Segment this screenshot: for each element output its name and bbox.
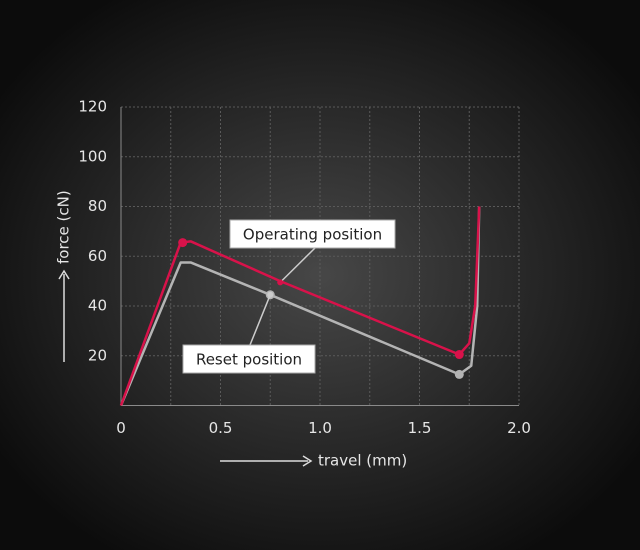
annotation-box — [182, 344, 316, 374]
x-tick-label: 0 — [116, 419, 126, 437]
y-axis-label: force (cN) — [55, 190, 73, 264]
y-tick-label: 40 — [88, 297, 107, 315]
x-tick-label: 2.0 — [507, 419, 531, 437]
marker — [454, 369, 464, 379]
marker — [178, 238, 188, 248]
y-tick-label: 60 — [88, 247, 107, 265]
x-tick-label: 0.5 — [209, 419, 233, 437]
y-tick-label: 100 — [78, 147, 107, 165]
line — [119, 206, 481, 406]
y-tick-label: 20 — [88, 346, 107, 364]
y-tick-label: 120 — [78, 98, 107, 116]
y-arrow-head — [58, 269, 70, 280]
x-arrow-head — [302, 455, 313, 467]
y-axis-label-group: force (cN) — [55, 190, 73, 362]
annotation-point — [277, 279, 284, 286]
x-axis-label: travel (mm) — [318, 452, 407, 470]
leader-line — [279, 247, 316, 283]
annotation: Operating position — [243, 226, 382, 244]
x-tick-label: 1.5 — [408, 419, 432, 437]
annotation: Reset position — [196, 351, 302, 369]
leader-line — [249, 294, 271, 346]
x-tick-label: 1.0 — [308, 419, 332, 437]
marker — [454, 350, 464, 360]
y-tick-label: 80 — [88, 197, 107, 215]
annotation-point — [267, 291, 274, 298]
annotation-box — [229, 219, 396, 249]
